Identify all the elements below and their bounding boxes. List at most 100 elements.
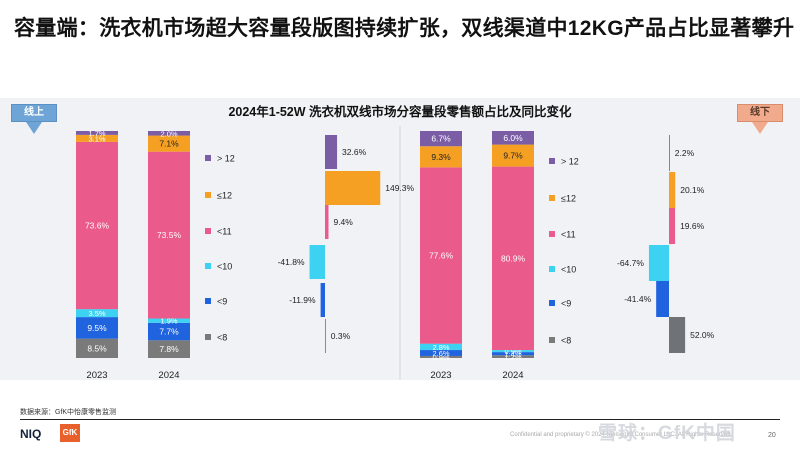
data-label: 7.8% [159, 344, 179, 354]
change-label: 149.3% [385, 183, 414, 193]
legend-label: <8 [561, 336, 571, 346]
x-tick-label: 2023 [430, 370, 451, 381]
data-label: 3.1% [88, 134, 105, 143]
change-bar [325, 135, 338, 169]
change-bar [325, 205, 329, 239]
legend-swatch [549, 266, 555, 272]
change-bar [325, 319, 326, 353]
change-label: 2.2% [675, 148, 695, 158]
legend-label: <11 [217, 227, 232, 237]
legend-swatch [205, 228, 211, 234]
legend-swatch [205, 298, 211, 304]
change-label: 32.6% [342, 147, 367, 157]
legend-label: <11 [561, 230, 576, 240]
change-bar [669, 317, 686, 353]
data-label: 7.7% [159, 327, 179, 337]
watermark: 雪球：GfK中国 [598, 423, 736, 444]
change-bar [669, 135, 670, 171]
change-bar [320, 283, 325, 317]
legend-swatch [549, 231, 555, 237]
online-channel-tag: 线上 [11, 104, 57, 122]
legend-label: <10 [561, 265, 576, 275]
legend-label: ≤12 [217, 191, 232, 201]
bar-segment [148, 322, 190, 341]
data-label: 80.9% [501, 253, 526, 263]
data-label: 73.6% [85, 221, 110, 231]
bar-segment [492, 355, 534, 358]
data-label: 1.4% [504, 350, 521, 359]
bar-segment [76, 338, 118, 358]
change-bar [669, 208, 676, 244]
legend-swatch [205, 263, 211, 269]
panel-divider [399, 126, 401, 380]
change-label: -41.4% [624, 294, 651, 304]
data-label: 77.6% [429, 251, 454, 261]
bar-segment [76, 141, 118, 310]
legend-swatch [205, 155, 211, 161]
bar-segment [148, 151, 190, 319]
bar-segment [148, 340, 190, 358]
legend-label: <9 [217, 297, 227, 307]
change-bar [309, 245, 325, 279]
legend-swatch [549, 195, 555, 201]
data-label: 7.1% [159, 139, 179, 149]
legend-label: > 12 [561, 157, 579, 167]
data-label: 2.8% [432, 343, 449, 352]
data-label: 1.7% [88, 129, 105, 138]
change-label: -11.9% [289, 295, 316, 305]
bar-segment [76, 317, 118, 339]
legend-swatch [205, 334, 211, 340]
data-label: 1.2% [504, 353, 521, 362]
bar-segment [420, 350, 462, 356]
legend-swatch [205, 192, 211, 198]
change-bar [656, 281, 669, 317]
offline-channel-tag: 线下 [737, 104, 783, 122]
change-label: 20.1% [680, 185, 705, 195]
down-arrow-icon [752, 122, 768, 134]
x-tick-label: 2024 [502, 370, 523, 381]
bar-segment [420, 355, 462, 358]
bar-segment [420, 131, 462, 147]
change-label: 19.6% [680, 221, 705, 231]
change-label: -64.7% [617, 258, 644, 268]
data-label: 2.0% [160, 129, 177, 138]
data-label: 9.7% [503, 151, 523, 161]
chart-title: 2024年1-52W 洗衣机双线市场分容量段零售额占比及同比变化 [228, 105, 572, 119]
bar-segment [148, 131, 190, 136]
data-label: 73.5% [157, 230, 182, 240]
legend-label: <9 [561, 299, 571, 309]
data-label: 6.0% [503, 133, 523, 143]
bar-segment [76, 309, 118, 318]
legend-swatch [549, 158, 555, 164]
legend-label: <10 [217, 262, 232, 272]
data-label: 0.9% [432, 353, 449, 362]
bar-segment [492, 131, 534, 145]
bar-segment [492, 350, 534, 353]
data-label: 8.5% [87, 343, 107, 353]
data-label: 9.3% [431, 152, 451, 162]
bar-segment [492, 352, 534, 356]
legend-label: ≤12 [561, 194, 576, 204]
bar-segment [76, 131, 118, 135]
data-label: 6.7% [431, 134, 451, 144]
gfk-logo: GfK [60, 424, 80, 442]
x-tick-label: 2023 [86, 370, 107, 381]
data-label: 0.9% [504, 347, 521, 356]
legend-swatch [549, 300, 555, 306]
bar-segment [420, 146, 462, 168]
page-title: 容量端：洗衣机市场超大容量段版图持续扩张，双线渠道中12KG产品占比显著攀升 [14, 17, 795, 40]
change-bar [669, 172, 676, 208]
change-label: 0.3% [331, 331, 351, 341]
data-label: 2.6% [432, 349, 449, 358]
bar-segment [420, 167, 462, 344]
bar-segment [420, 343, 462, 351]
data-label: 1.9% [160, 317, 177, 326]
change-label: 52.0% [690, 330, 715, 340]
footer-divider [20, 419, 780, 420]
change-bar [648, 245, 669, 281]
bar-segment [76, 134, 118, 142]
x-tick-label: 2024 [158, 370, 179, 381]
data-source-note: 数据来源：GfK中怡康零售监测 [20, 409, 117, 416]
page-number: 20 [768, 432, 776, 439]
change-label: 9.4% [333, 217, 353, 227]
